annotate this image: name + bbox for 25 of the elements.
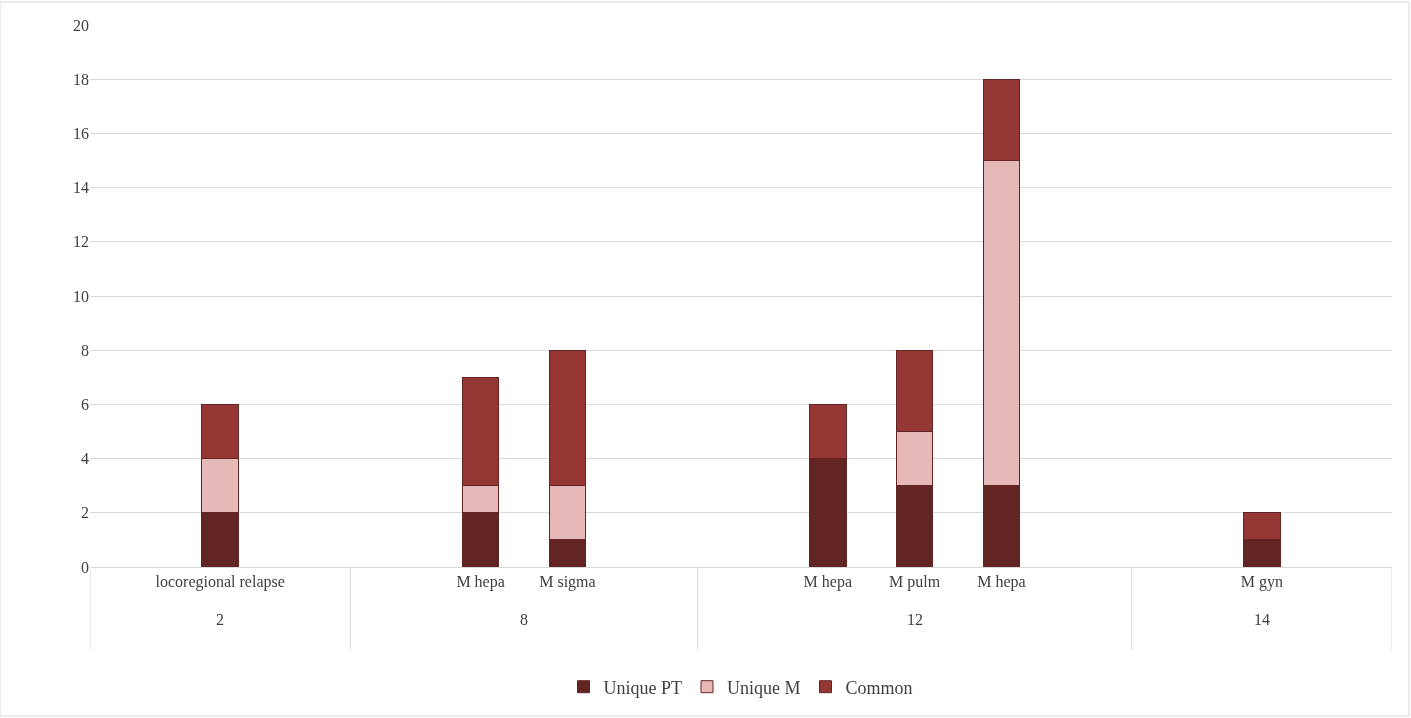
y-tick-label: 10 (73, 287, 89, 305)
text: 2 (216, 611, 224, 628)
x-tick-label: M hepa (977, 573, 1026, 592)
x-tick-label: M sigma (539, 573, 596, 592)
x-tick-label: M pulm (889, 573, 941, 592)
x-tick-label: M hepa (803, 573, 853, 592)
y-tick-label: 12 (73, 233, 89, 251)
y-tick-label: 18 (73, 70, 89, 88)
y-tick-label: 2 (81, 504, 89, 522)
y-tick-label: 4 (81, 450, 89, 468)
y-tick-label: 16 (73, 125, 89, 142)
text: 14 (1254, 611, 1270, 628)
y-tick-label: 0 (81, 558, 89, 576)
x-tick-label: M hepa (456, 573, 505, 592)
text: 12 (907, 611, 923, 628)
legend-label: Common (845, 677, 913, 698)
y-tick-label: 8 (81, 341, 89, 359)
x-tick-label: locoregional relapse (155, 573, 285, 592)
x-tick-label: M gyn (1240, 573, 1283, 592)
y-tick-label: 20 (73, 16, 89, 34)
legend-label: Unique PT (603, 677, 682, 698)
y-tick-label: 6 (81, 396, 89, 413)
legend-label: Unique M (727, 677, 801, 698)
y-tick-label: 14 (73, 179, 89, 197)
text: 8 (520, 611, 528, 628)
